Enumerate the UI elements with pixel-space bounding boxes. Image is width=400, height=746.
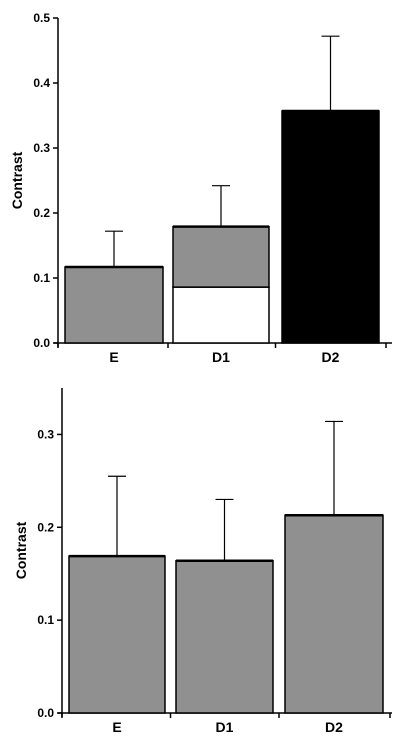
x-category-label: E [112,719,121,735]
x-category-label: E [109,349,118,365]
y-tick-label: 0.3 [37,427,54,441]
bar-D2-segment-1 [284,514,384,714]
y-tick-label: 0.1 [37,613,54,627]
x-category-label: D2 [325,719,343,735]
bar-D1-segment-1 [175,559,274,714]
y-axis-title: Contrast [9,151,25,209]
y-tick-label: 0.3 [33,141,50,155]
y-tick-label: 0.2 [33,206,50,220]
bar-E-segment-1 [68,555,166,714]
x-category-label: D2 [322,349,340,365]
bar-E-segment-1 [64,266,164,344]
y-tick-label: 0.2 [37,520,54,534]
y-axis-title: Contrast [13,521,29,579]
x-category-label: D1 [216,719,234,735]
y-tick-label: 0.1 [33,271,50,285]
bar-D1-segment-1 [172,286,270,344]
x-category-label: D1 [212,349,230,365]
y-tick-label: 0.4 [33,76,50,90]
chart-2: 0.0 0.1 0.2 0.3 Contrast E D1 D2 [13,388,392,735]
y-tick-label: 0.0 [37,706,54,720]
y-tick-label: 0.5 [33,11,50,25]
bar-D1-segment-2 [172,225,270,288]
chart-1: 0.0 0.1 0.2 0.3 0.4 0.5 Contrast E D1 D2 [9,11,392,365]
bar-D2-segment-1 [281,110,380,344]
y-tick-label: 0.0 [33,336,50,350]
